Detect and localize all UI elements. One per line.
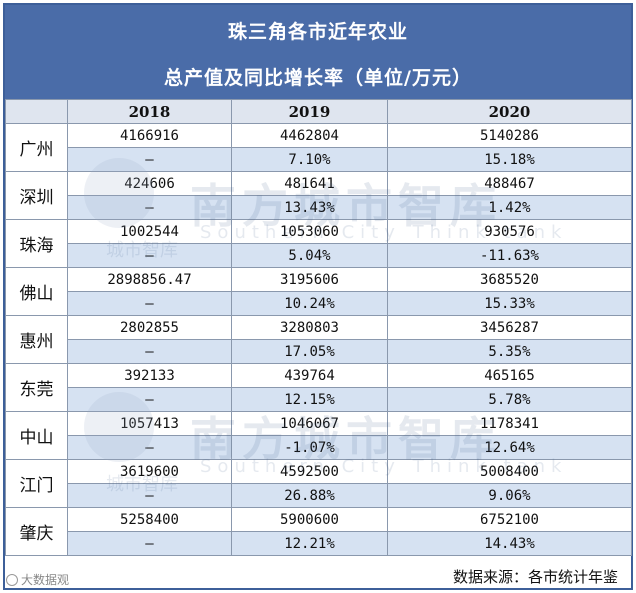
value-cell: 2898856.47 <box>67 267 232 292</box>
watermark-logo <box>84 158 154 228</box>
growth-cell: 15.33% <box>387 291 632 316</box>
growth-cell: 13.43% <box>231 195 388 220</box>
header-2020: 2020 <box>387 99 632 124</box>
growth-row: —26.88% 9.06% <box>6 483 632 508</box>
growth-cell: — <box>67 291 232 316</box>
header-empty <box>5 99 68 124</box>
growth-row: —12.15% 5.78% <box>6 387 632 412</box>
value-cell: 5008400 <box>387 459 632 484</box>
value-cell: 2802855 <box>67 315 232 340</box>
value-row: 江门 3619600 4592500 5008400 <box>5 459 632 508</box>
header-2019: 2019 <box>231 99 388 124</box>
value-row: 佛山 2898856.47 3195606 3685520 <box>5 267 632 316</box>
value-row: 肇庆 5258400 5900600 6752100 <box>5 507 632 556</box>
growth-cell: 14.43% <box>387 531 632 556</box>
value-cell: 1002544 <box>67 219 232 244</box>
value-cell: 424606 <box>67 171 232 196</box>
value-cell: 465165 <box>387 363 632 388</box>
city-label: 江门 <box>5 459 68 508</box>
growth-row: —12.21% 14.43% <box>6 531 632 556</box>
growth-row: —7.10% 15.18% <box>6 147 632 172</box>
city-label: 广州 <box>5 123 68 172</box>
city-label: 肇庆 <box>5 507 68 556</box>
title-band: 珠三角各市近年农业 总产值及同比增长率（单位/万元） <box>5 5 631 99</box>
value-row: 珠海 1002544 1053060 930576 <box>5 219 632 268</box>
value-cell: 3685520 <box>387 267 632 292</box>
growth-cell: 7.10% <box>231 147 388 172</box>
value-cell: 6752100 <box>387 507 632 532</box>
value-cell: 1046067 <box>231 411 388 436</box>
growth-cell: 9.06% <box>387 483 632 508</box>
city-label: 深圳 <box>5 171 68 220</box>
value-row: 东莞 392133 439764 465165 <box>5 363 632 412</box>
growth-row: —5.04% -11.63% <box>6 243 632 268</box>
value-cell: 4166916 <box>67 123 232 148</box>
growth-cell: — <box>67 339 232 364</box>
header-2018: 2018 <box>67 99 232 124</box>
growth-cell: 5.35% <box>387 339 632 364</box>
growth-cell: 12.64% <box>387 435 632 460</box>
brand-label: 大数据观 <box>21 573 70 587</box>
value-cell: 3195606 <box>231 267 388 292</box>
city-label: 中山 <box>5 411 68 460</box>
city-label: 佛山 <box>5 267 68 316</box>
footer-brand: 大数据观 <box>6 571 69 588</box>
value-cell: 5258400 <box>67 507 232 532</box>
title-line-1: 珠三角各市近年农业 <box>227 21 408 43</box>
value-cell: 3456287 <box>387 315 632 340</box>
growth-cell: 1.42% <box>387 195 632 220</box>
value-cell: 3280803 <box>231 315 388 340</box>
growth-cell: -11.63% <box>387 243 632 268</box>
value-cell: 1053060 <box>231 219 388 244</box>
value-cell: 3619600 <box>67 459 232 484</box>
value-cell: 4462804 <box>231 123 388 148</box>
table-frame <box>3 3 633 590</box>
growth-cell: 5.04% <box>231 243 388 268</box>
growth-cell: 12.15% <box>231 387 388 412</box>
growth-cell: 15.18% <box>387 147 632 172</box>
data-table: 2018 2019 2020 广州 4166916 4462804 5140286—7… <box>5 99 632 556</box>
growth-cell: 10.24% <box>231 291 388 316</box>
growth-row: —13.43% 1.42% <box>6 195 632 220</box>
city-label: 珠海 <box>5 219 68 268</box>
growth-cell: 12.21% <box>231 531 388 556</box>
header-row: 2018 2019 2020 <box>5 99 632 124</box>
growth-cell: — <box>67 483 232 508</box>
city-label: 惠州 <box>5 315 68 364</box>
growth-cell: — <box>67 531 232 556</box>
value-row: 惠州 2802855 3280803 3456287 <box>5 315 632 364</box>
growth-cell: 17.05% <box>231 339 388 364</box>
value-row: 中山 1057413 1046067 1178341 <box>5 411 632 460</box>
value-cell: 1057413 <box>67 411 232 436</box>
value-cell: 481641 <box>231 171 388 196</box>
growth-cell: 5.78% <box>387 387 632 412</box>
growth-cell: — <box>67 147 232 172</box>
watermark-logo-2 <box>84 392 154 462</box>
growth-cell: -1.07% <box>231 435 388 460</box>
growth-row: —17.05% 5.35% <box>6 339 632 364</box>
growth-cell: — <box>67 195 232 220</box>
growth-cell: — <box>67 435 232 460</box>
title-line-2: 总产值及同比增长率（单位/万元） <box>164 67 472 89</box>
value-cell: 439764 <box>231 363 388 388</box>
city-label: 东莞 <box>5 363 68 412</box>
value-row: 广州 4166916 4462804 5140286 <box>5 123 632 172</box>
value-cell: 392133 <box>67 363 232 388</box>
value-cell: 930576 <box>387 219 632 244</box>
value-cell: 4592500 <box>231 459 388 484</box>
growth-cell: — <box>67 243 232 268</box>
value-cell: 5900600 <box>231 507 388 532</box>
growth-row: —10.24% 15.33% <box>6 291 632 316</box>
value-cell: 488467 <box>387 171 632 196</box>
value-cell: 5140286 <box>387 123 632 148</box>
value-cell: 1178341 <box>387 411 632 436</box>
brand-logo-icon <box>6 573 18 586</box>
growth-cell: 26.88% <box>231 483 388 508</box>
data-source: 数据来源：各市统计年鉴 <box>452 568 618 586</box>
